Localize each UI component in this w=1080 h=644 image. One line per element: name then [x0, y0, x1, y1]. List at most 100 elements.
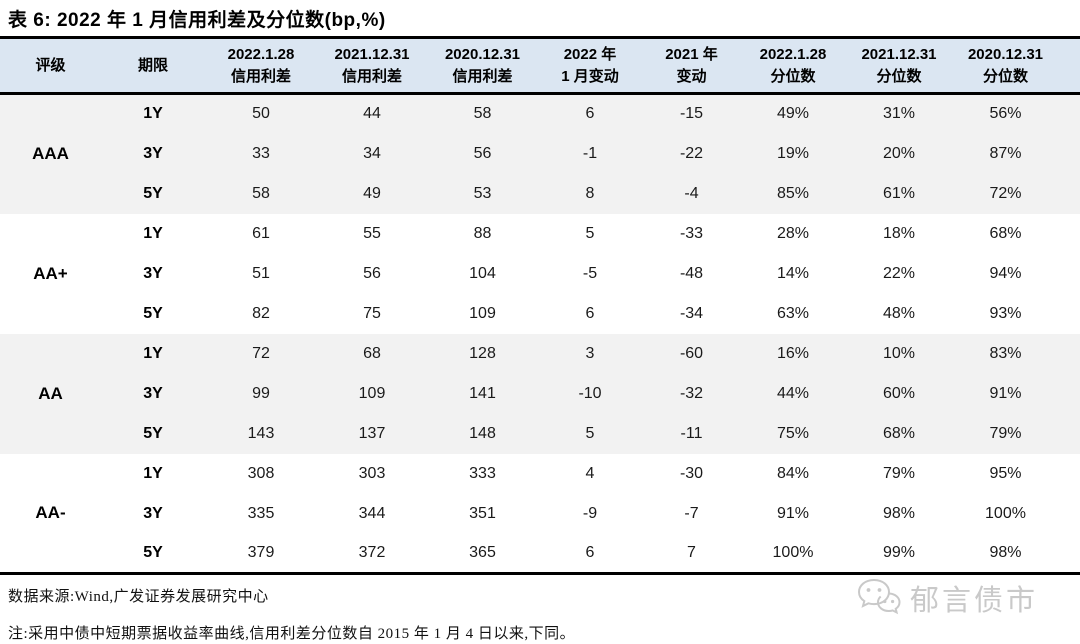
value-cell: 19% — [776, 144, 810, 162]
rating-cell: AA — [38, 383, 63, 403]
value-cell: -4 — [684, 184, 699, 202]
col-header-spread-2021-12-31: 2021.12.31 信用利差 — [334, 45, 410, 85]
value-cell: 14% — [776, 264, 810, 282]
table-body: AAA 1Y 50 44 58 6 -15 49% 31% 56% 3Y 33 34 56 -1 -22 19%… — [0, 93, 1080, 574]
value-cell: 79% — [882, 464, 916, 482]
value-cell: 51 — [252, 264, 270, 282]
value-cell: 93% — [989, 304, 1022, 322]
value-cell: 44 — [363, 105, 381, 123]
value-cell: 28% — [776, 224, 810, 242]
table-row: 5Y 82 75 109 6 -34 63% 48% 93% — [0, 293, 1080, 334]
table-row: 5Y 143 137 148 5 -11 75% 68% 79% — [0, 413, 1080, 454]
value-cell: -10 — [578, 384, 602, 402]
table-row: AAA 1Y 50 44 58 6 -15 49% 31% 56% — [0, 93, 1080, 163]
value-cell: 49% — [776, 105, 810, 123]
value-cell: 308 — [247, 464, 275, 482]
term-cell: 3Y — [143, 384, 163, 402]
table-row: 3Y 335 344 351 -9 -7 91% 98% 100% — [0, 493, 1080, 534]
value-cell: 18% — [882, 224, 916, 242]
value-cell: 82 — [252, 304, 270, 322]
value-cell: 109 — [469, 304, 496, 322]
value-cell: -1 — [582, 144, 598, 162]
value-cell: 128 — [469, 344, 496, 362]
table-row: 3Y 99 109 141 -10 -32 44% 60% 91% — [0, 373, 1080, 414]
value-cell: 10% — [882, 344, 916, 362]
value-cell: -34 — [679, 304, 704, 322]
value-cell: 143 — [247, 424, 275, 442]
term-cell: 1Y — [143, 344, 163, 362]
value-cell: 58 — [473, 105, 492, 123]
value-cell: 379 — [247, 543, 275, 561]
value-cell: 344 — [358, 504, 386, 522]
wechat-icon — [856, 577, 902, 619]
value-cell: 303 — [358, 464, 386, 482]
value-cell: 7 — [687, 543, 696, 561]
value-cell: 49 — [363, 184, 381, 202]
col-header-change-2021: 2021 年变动 — [665, 45, 718, 85]
value-cell: -48 — [679, 264, 704, 282]
value-cell: 60% — [882, 384, 916, 402]
value-cell: -60 — [679, 344, 704, 362]
term-cell: 3Y — [143, 264, 163, 282]
value-cell: 68% — [989, 224, 1022, 242]
value-cell: -32 — [679, 384, 704, 402]
table-row: AA 1Y 72 68 128 3 -60 16% 10% 83% — [0, 333, 1080, 403]
value-cell: 75 — [363, 304, 381, 322]
value-cell: 3 — [585, 344, 595, 362]
table-header: 评级 期限 2022.1.28 信用利差 2021.12.31 信用利差 2020.… — [0, 37, 1080, 94]
table-row: 3Y 33 34 56 -1 -22 19% 20% 87% — [0, 133, 1080, 174]
term-cell: 5Y — [143, 543, 163, 561]
rating-cell: AA- — [35, 502, 66, 522]
value-cell: 63% — [776, 304, 810, 322]
value-cell: 6 — [585, 105, 595, 123]
value-cell: 50 — [252, 105, 270, 123]
value-cell: 351 — [469, 504, 496, 522]
value-cell: 16% — [776, 344, 810, 362]
value-cell: 72% — [989, 184, 1022, 202]
value-cell: 83% — [989, 344, 1022, 362]
value-cell: 141 — [469, 384, 496, 402]
value-cell: -11 — [680, 424, 703, 442]
value-cell: -9 — [582, 504, 598, 522]
col-header-rating: 评级 — [35, 56, 66, 74]
value-cell: 22% — [882, 264, 916, 282]
value-cell: 55 — [363, 224, 381, 242]
data-source-text: 数据来源:Wind,广发证券发展研究中心 — [8, 589, 269, 605]
value-cell: 6 — [585, 304, 595, 322]
table-row: 5Y 379 372 365 6 7 100% 99% 98% — [0, 533, 1080, 574]
value-cell: 365 — [469, 543, 496, 561]
value-cell: 98% — [882, 504, 916, 522]
value-cell: 56% — [989, 105, 1022, 123]
col-header-pct-2021-12-31: 2021.12.31 分位数 — [861, 45, 937, 85]
value-cell: 5 — [585, 424, 595, 442]
term-cell: 1Y — [143, 105, 163, 123]
table-row: 3Y 51 56 104 -5 -48 14% 22% 94% — [0, 253, 1080, 294]
value-cell: -22 — [679, 144, 704, 162]
value-cell: -7 — [684, 504, 699, 522]
term-cell: 3Y — [143, 144, 163, 162]
value-cell: 148 — [469, 424, 496, 442]
value-cell: 88 — [473, 224, 492, 242]
value-cell: 100% — [985, 504, 1026, 522]
table-row: 5Y 58 49 53 8 -4 85% 61% 72% — [0, 173, 1080, 214]
value-cell: 87% — [989, 144, 1022, 162]
value-cell: 20% — [882, 144, 916, 162]
value-cell: 372 — [358, 543, 386, 561]
value-cell: 104 — [469, 264, 496, 282]
value-cell: 8 — [585, 184, 595, 202]
value-cell: 58 — [252, 184, 270, 202]
value-cell: 91% — [776, 504, 810, 522]
value-cell: 335 — [247, 504, 275, 522]
value-cell: 31% — [882, 105, 916, 123]
value-cell: 100% — [772, 543, 814, 561]
brand-watermark: 郁言债市 — [856, 577, 1038, 619]
watermark-label: 郁言债市 — [909, 585, 1038, 617]
value-cell: -5 — [582, 264, 598, 282]
term-cell: 3Y — [143, 504, 163, 522]
value-cell: 109 — [358, 384, 386, 402]
value-cell: 85% — [776, 184, 810, 202]
value-cell: 84% — [776, 464, 810, 482]
rating-cell: AAA — [32, 144, 69, 164]
